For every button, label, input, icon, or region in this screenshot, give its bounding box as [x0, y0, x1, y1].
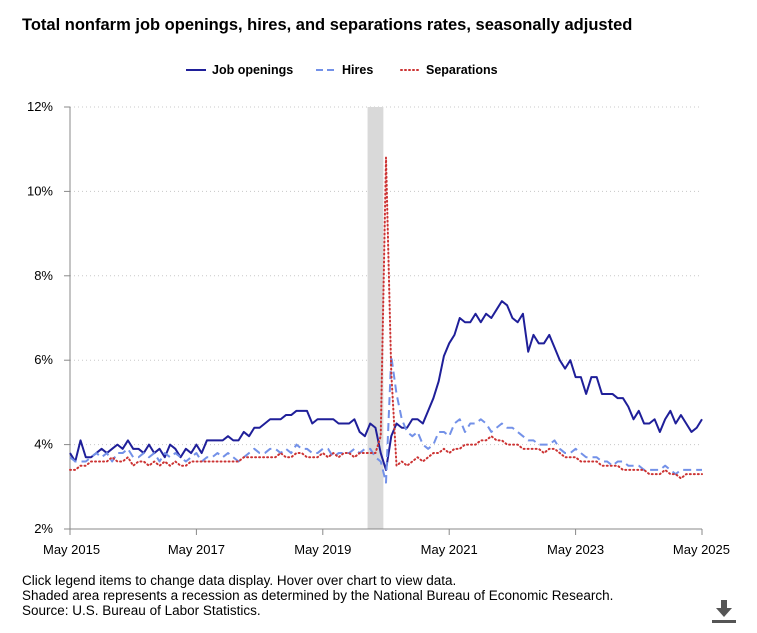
y-tick-label: 10%: [27, 183, 53, 198]
legend-item-job-openings[interactable]: Job openings: [186, 60, 293, 80]
legend-item-separations[interactable]: Separations: [400, 60, 498, 80]
legend-label: Separations: [426, 63, 498, 77]
x-tick-label: May 2017: [168, 542, 225, 557]
x-tick-label: May 2021: [421, 542, 478, 557]
y-tick-label: 2%: [34, 521, 53, 536]
series-line-hires[interactable]: [69, 354, 702, 484]
axes: 2% 4% 6% 8% 10% 12% May 2015 May 2017 May 2019 Ma…: [27, 99, 730, 557]
solid-line-icon: [186, 69, 206, 71]
dotted-line-icon: [400, 69, 420, 71]
dashed-line-icon: [316, 69, 336, 71]
x-tick-label: May 2025: [673, 542, 730, 557]
x-tick-label: May 2023: [547, 542, 604, 557]
series-line-separations[interactable]: [69, 156, 703, 480]
series-layer: [69, 156, 703, 484]
y-tick-label: 8%: [34, 268, 53, 283]
y-tick-label: 6%: [34, 352, 53, 367]
y-tick-label: 4%: [34, 437, 53, 452]
gridlines: [70, 106, 702, 446]
legend-label: Hires: [342, 63, 374, 77]
note-source: Source: U.S. Bureau of Labor Statistics.: [22, 603, 261, 618]
legend-item-hires[interactable]: Hires: [316, 60, 373, 80]
note-interaction: Click legend items to change data displa…: [22, 573, 457, 588]
legend: Job openings Hires Separations: [0, 60, 757, 80]
chart-notes: Click legend items to change data displa…: [22, 573, 613, 618]
download-icon[interactable]: [710, 597, 738, 625]
note-recession: Shaded area represents a recession as de…: [22, 588, 614, 603]
legend-label: Job openings: [212, 63, 294, 77]
y-tick-label: 12%: [27, 99, 53, 114]
x-tick-label: May 2015: [43, 542, 100, 557]
chart-title: Total nonfarm job openings, hires, and s…: [22, 16, 633, 34]
recession-shading: [367, 107, 384, 529]
x-tick-label: May 2019: [294, 542, 351, 557]
